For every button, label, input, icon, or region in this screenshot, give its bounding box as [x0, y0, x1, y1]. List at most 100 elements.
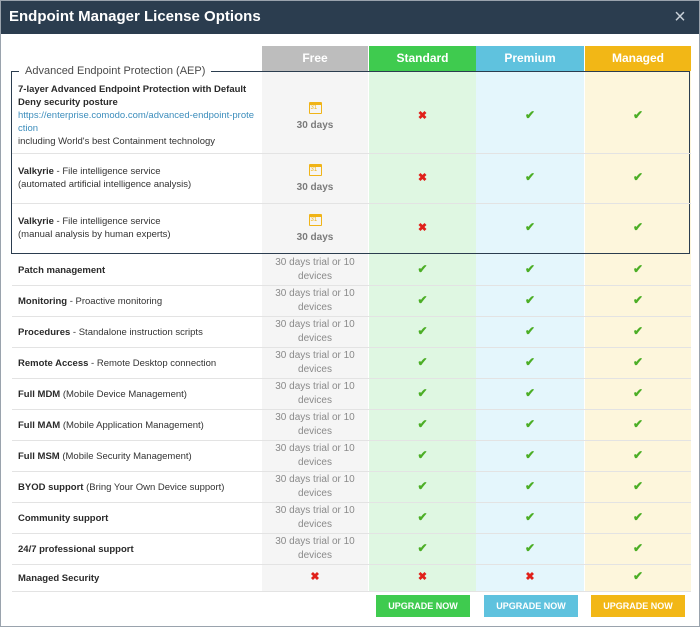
premium-check-icon: ✔ — [524, 108, 536, 122]
free-cell: 30 days — [262, 102, 368, 133]
managed-check-icon: ✔ — [632, 417, 644, 431]
feature-desc: - File intelligence service — [53, 166, 161, 177]
feature-cell: Remote Access - Remote Desktop connectio… — [18, 357, 216, 370]
standard-cross-icon: ✖ — [417, 172, 428, 184]
free-trial-line1: 30 days trial or 10 — [275, 350, 355, 361]
feature-cell: Full MDM (Mobile Device Management) — [18, 388, 187, 401]
feature-cell: Full MAM (Mobile Application Management) — [18, 419, 204, 432]
standard-cross-icon: ✖ — [417, 110, 428, 122]
feature-desc: (Mobile Device Management) — [60, 389, 187, 400]
feature-extra: (automated artificial intelligence analy… — [18, 179, 192, 190]
feature-name: 7-layer Advanced Endpoint Protection wit… — [18, 84, 247, 108]
upgrade-standard-button[interactable]: UPGRADE NOW — [376, 595, 470, 617]
calendar-icon — [308, 102, 322, 114]
free-trial-line2: devices — [298, 333, 332, 344]
feature-name: Monitoring — [18, 296, 68, 307]
feature-name: Full MAM — [18, 420, 61, 431]
free-cell: 30 days trial or 10 devices — [262, 318, 368, 346]
upgrade-premium-button[interactable]: UPGRADE NOW — [484, 595, 578, 617]
free-days: 30 days — [296, 182, 334, 193]
feature-row: Monitoring - Proactive monitoring 30 day… — [12, 286, 691, 317]
feature-name: Full MDM — [18, 389, 61, 400]
standard-check-icon: ✔ — [417, 355, 428, 369]
managed-check-icon: ✔ — [632, 479, 644, 493]
feature-cell: 7-layer Advanced Endpoint Protection wit… — [18, 83, 258, 148]
standard-column-bg — [369, 71, 476, 592]
premium-check-icon: ✔ — [524, 479, 536, 493]
managed-check-icon: ✔ — [632, 108, 644, 122]
feature-cell: Procedures - Standalone instruction scri… — [18, 326, 203, 339]
free-cell: 30 days trial or 10 devices — [262, 535, 368, 563]
free-trial-line1: 30 days trial or 10 — [275, 288, 355, 299]
aep-group-label: Advanced Endpoint Protection (AEP) — [19, 64, 212, 78]
premium-check-icon: ✔ — [524, 541, 536, 555]
feature-name: Procedures — [18, 327, 71, 338]
free-cross-icon: ✖ — [310, 571, 320, 583]
free-trial-line2: devices — [298, 457, 332, 468]
free-cell: 30 days trial or 10 devices — [262, 411, 368, 439]
premium-check-icon: ✔ — [524, 293, 536, 307]
managed-check-icon: ✔ — [632, 569, 644, 583]
feature-row: Community support 30 days trial or 10 dev… — [12, 503, 691, 534]
premium-check-icon: ✔ — [524, 417, 536, 431]
premium-column-bg — [476, 71, 584, 592]
close-icon[interactable]: × — [674, 6, 686, 28]
feature-cell: Community support — [18, 512, 108, 525]
standard-check-icon: ✔ — [417, 448, 428, 462]
feature-name: Full MSM — [18, 451, 60, 462]
feature-row-valkyrie-auto: Valkyrie - File intelligence service (au… — [12, 154, 691, 204]
feature-cell: Full MSM (Mobile Security Management) — [18, 450, 192, 463]
feature-row-aep: 7-layer Advanced Endpoint Protection wit… — [12, 80, 691, 154]
premium-check-icon: ✔ — [524, 448, 536, 462]
feature-name: Community support — [18, 513, 109, 524]
standard-cross-icon: ✖ — [417, 571, 428, 583]
standard-check-icon: ✔ — [417, 510, 428, 524]
free-trial-line2: devices — [298, 395, 332, 406]
feature-cell: Valkyrie - File intelligence service (au… — [18, 165, 258, 191]
calendar-icon — [308, 214, 322, 226]
feature-name: Valkyrie — [18, 166, 54, 177]
managed-check-icon: ✔ — [632, 220, 644, 234]
upgrade-managed-button[interactable]: UPGRADE NOW — [591, 595, 685, 617]
free-cell: 30 days trial or 10 devices — [262, 473, 368, 501]
standard-check-icon: ✔ — [417, 479, 428, 493]
free-days: 30 days — [296, 232, 334, 243]
feature-name: BYOD support — [18, 482, 84, 493]
feature-cell: BYOD support (Bring Your Own Device supp… — [18, 481, 224, 494]
feature-desc: - Standalone instruction scripts — [70, 327, 203, 338]
managed-check-icon: ✔ — [632, 355, 644, 369]
free-cell: 30 days trial or 10 devices — [262, 287, 368, 315]
feature-row-managed-security: Managed Security ✖ ✖ ✖ ✔ — [12, 565, 691, 592]
free-cell: 30 days trial or 10 devices — [262, 380, 368, 408]
column-header-premium: Premium — [476, 46, 584, 71]
feature-name: 24/7 professional support — [18, 544, 134, 555]
free-cell: 30 days trial or 10 devices — [262, 442, 368, 470]
dialog-titlebar: Endpoint Manager License Options × — [1, 1, 699, 34]
column-header-standard: Standard — [369, 46, 476, 71]
feature-desc: (Mobile Security Management) — [59, 451, 192, 462]
free-trial-line2: devices — [298, 302, 332, 313]
feature-row: Full MAM (Mobile Application Management)… — [12, 410, 691, 441]
feature-desc: - Remote Desktop connection — [88, 358, 217, 369]
feature-desc: - Proactive monitoring — [67, 296, 163, 307]
feature-extra: (manual analysis by human experts) — [18, 229, 171, 240]
managed-column-bg — [585, 71, 691, 592]
free-cell: 30 days trial or 10 devices — [262, 256, 368, 284]
managed-check-icon: ✔ — [632, 448, 644, 462]
feature-name: Managed Security — [18, 573, 100, 584]
feature-link[interactable]: https://enterprise.comodo.com/advanced-e… — [18, 110, 255, 134]
aep-group-box — [11, 71, 690, 254]
managed-check-icon: ✔ — [632, 170, 644, 184]
standard-check-icon: ✔ — [417, 324, 428, 338]
feature-name: Remote Access — [18, 358, 89, 369]
feature-cell: 24/7 professional support — [18, 543, 134, 556]
standard-check-icon: ✔ — [417, 293, 428, 307]
free-trial-line1: 30 days trial or 10 — [275, 257, 355, 268]
free-trial-line1: 30 days trial or 10 — [275, 412, 355, 423]
free-trial-line1: 30 days trial or 10 — [275, 536, 355, 547]
feature-cell: Patch management — [18, 264, 105, 277]
premium-check-icon: ✔ — [524, 170, 536, 184]
premium-check-icon: ✔ — [524, 262, 536, 276]
free-cell: 30 days trial or 10 devices — [262, 504, 368, 532]
free-trial-line2: devices — [298, 271, 332, 282]
